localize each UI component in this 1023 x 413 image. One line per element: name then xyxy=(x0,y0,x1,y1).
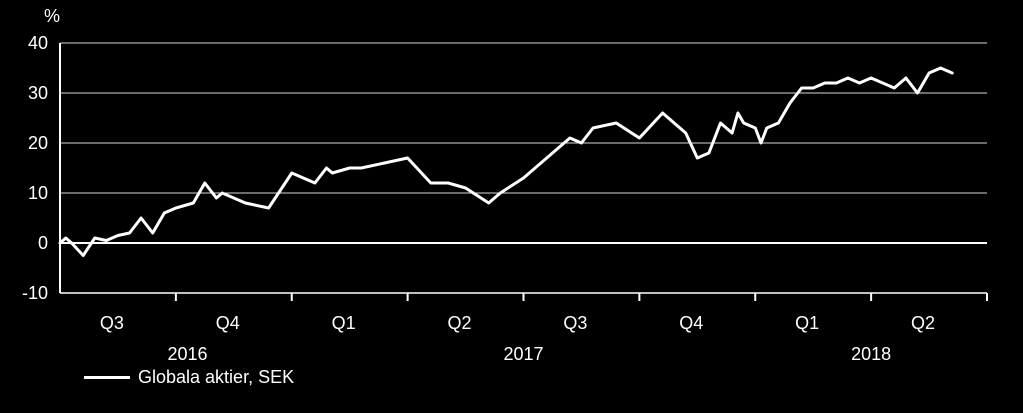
quarter-label: Q1 xyxy=(795,313,819,333)
year-label: 2016 xyxy=(167,344,207,364)
y-tick-label: -10 xyxy=(22,283,48,303)
year-label: 2018 xyxy=(851,344,891,364)
legend-label: Globala aktier, SEK xyxy=(138,367,295,387)
y-tick-label: 20 xyxy=(28,133,48,153)
quarter-label: Q3 xyxy=(563,313,587,333)
quarter-label: Q2 xyxy=(911,313,935,333)
quarter-labels: Q3 Q4 Q1 Q2 Q3 Q4 Q1 Q2 xyxy=(100,313,935,333)
series-line-0 xyxy=(58,66,954,257)
quarter-label: Q3 xyxy=(100,313,124,333)
y-tick-label: 30 xyxy=(28,83,48,103)
y-unit-label: % xyxy=(44,6,60,26)
y-tick-label: 0 xyxy=(38,233,48,253)
gridlines xyxy=(60,42,987,294)
quarter-label: Q2 xyxy=(448,313,472,333)
quarter-label: Q1 xyxy=(332,313,356,333)
legend: Globala aktier, SEK xyxy=(84,367,294,388)
year-labels: 2016 2017 2018 xyxy=(167,344,891,364)
year-label: 2017 xyxy=(503,344,543,364)
quarter-label: Q4 xyxy=(216,313,240,333)
axes xyxy=(59,43,987,294)
y-tick-label: 40 xyxy=(28,33,48,53)
series-group xyxy=(58,66,954,257)
y-tick-labels: -10 0 10 20 30 40 xyxy=(22,33,48,303)
quarter-label: Q4 xyxy=(679,313,703,333)
x-tick-marks xyxy=(174,293,988,301)
legend-line-swatch xyxy=(84,376,130,379)
y-tick-label: 10 xyxy=(28,183,48,203)
